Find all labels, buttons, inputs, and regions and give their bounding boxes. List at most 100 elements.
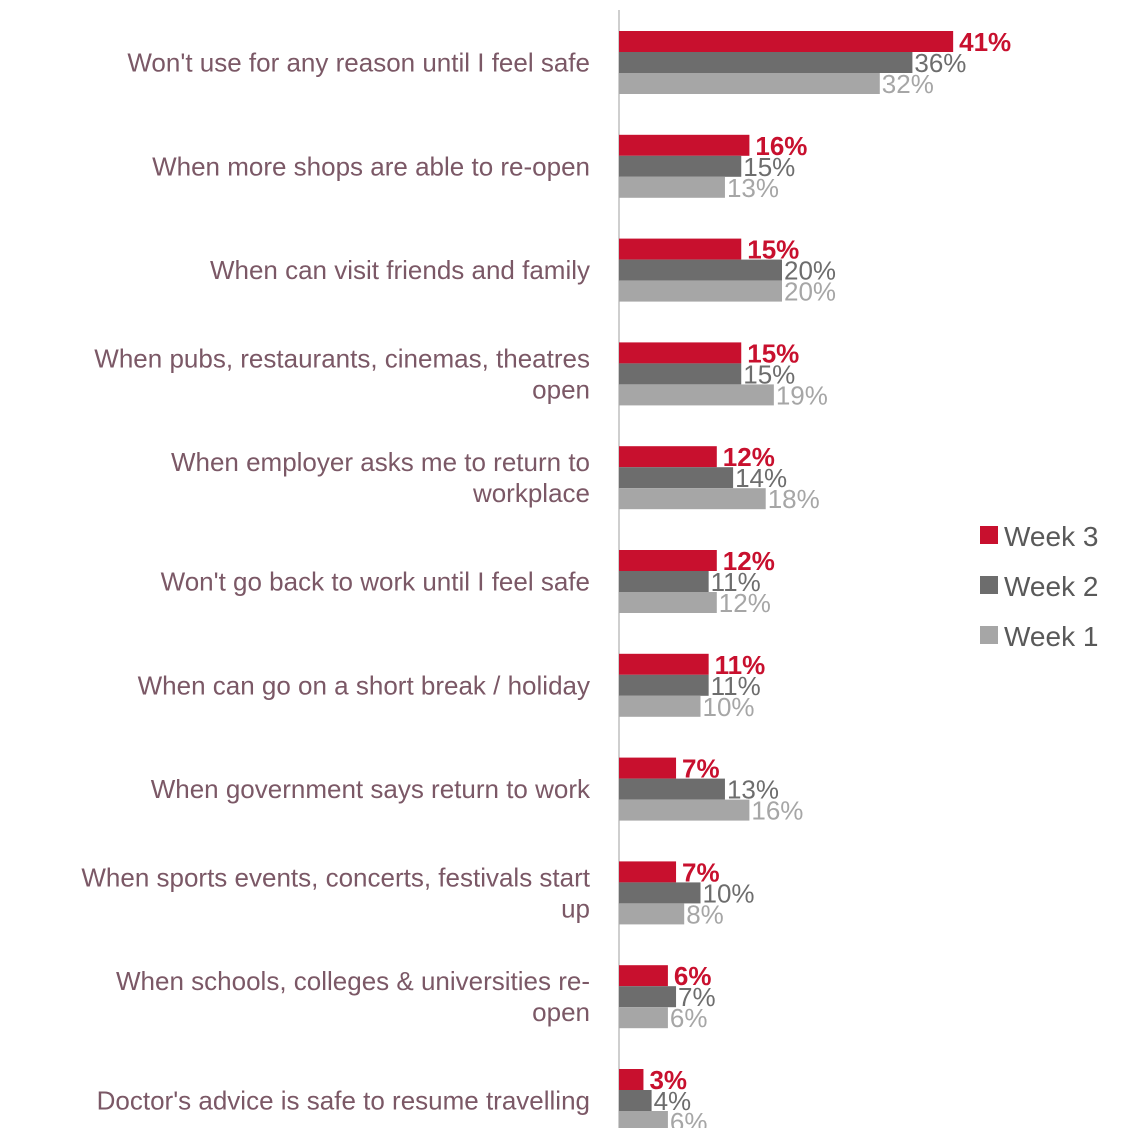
category-label-line: Won't use for any reason until I feel sa… bbox=[127, 48, 590, 78]
bar-week-1 bbox=[619, 903, 685, 925]
category-label-line: Won't go back to work until I feel safe bbox=[161, 567, 590, 597]
bar-week-3 bbox=[619, 550, 717, 571]
value-label: 13% bbox=[727, 173, 779, 203]
bar-week-1 bbox=[619, 384, 774, 406]
value-labels: 41%36%32%16%15%13%15%20%20%15%15%19%12%1… bbox=[649, 27, 1011, 1128]
category-label-line: workplace bbox=[472, 478, 590, 508]
value-label: 8% bbox=[686, 899, 724, 929]
bar-week-1 bbox=[619, 73, 880, 94]
legend-swatch bbox=[980, 626, 998, 644]
category-label: When can visit friends and family bbox=[210, 255, 590, 285]
bar-week-3 bbox=[619, 446, 717, 468]
category-label-line: When pubs, restaurants, cinemas, theatre… bbox=[94, 343, 590, 373]
bar-week-2 bbox=[619, 363, 742, 385]
value-label: 11% bbox=[711, 567, 761, 597]
category-label: When schools, colleges & universities re… bbox=[116, 966, 590, 1027]
category-label: Doctor's advice is safe to resume travel… bbox=[97, 1086, 590, 1116]
value-label: 6% bbox=[670, 1107, 708, 1128]
value-label: 32% bbox=[882, 69, 934, 99]
category-label-line: open bbox=[532, 997, 590, 1027]
value-label: 6% bbox=[674, 961, 712, 991]
bar-week-1 bbox=[619, 176, 725, 198]
bar-week-2 bbox=[619, 882, 701, 904]
value-label: 12% bbox=[723, 546, 775, 576]
bar-week-2 bbox=[619, 1090, 652, 1111]
bar-week-2 bbox=[619, 259, 782, 281]
bar-week-1 bbox=[619, 1007, 668, 1029]
category-label-line: When more shops are able to re-open bbox=[152, 151, 590, 181]
value-label: 12% bbox=[719, 588, 771, 618]
bar-week-3 bbox=[619, 653, 709, 675]
category-label-line: open bbox=[532, 374, 590, 404]
value-label: 13% bbox=[727, 775, 779, 805]
category-label: Won't use for any reason until I feel sa… bbox=[127, 48, 590, 78]
bar-week-1 bbox=[619, 799, 750, 821]
value-label: 18% bbox=[768, 484, 820, 514]
category-label: When pubs, restaurants, cinemas, theatre… bbox=[94, 343, 590, 404]
category-label-line: When employer asks me to return to bbox=[171, 447, 590, 477]
category-label-line: Doctor's advice is safe to resume travel… bbox=[97, 1086, 590, 1116]
value-label: 10% bbox=[703, 692, 755, 722]
category-label: When government says return to work bbox=[151, 774, 591, 804]
bar-week-3 bbox=[619, 861, 677, 883]
bar-week-3 bbox=[619, 31, 954, 52]
category-label: When more shops are able to re-open bbox=[152, 151, 590, 181]
bar-week-1 bbox=[619, 1111, 668, 1128]
value-label: 7% bbox=[678, 982, 716, 1012]
legend-label: Week 2 bbox=[1004, 571, 1098, 602]
legend-label: Week 1 bbox=[1004, 621, 1098, 652]
legend: Week 3 Week 2 Week 1 bbox=[980, 521, 1098, 652]
category-label-line: When government says return to work bbox=[151, 774, 591, 804]
category-label-line: When can visit friends and family bbox=[210, 255, 590, 285]
value-label: 36% bbox=[914, 48, 966, 78]
value-label: 15% bbox=[743, 152, 795, 182]
value-label: 4% bbox=[654, 1086, 692, 1116]
bar-week-3 bbox=[619, 757, 677, 779]
category-label: When sports events, concerts, festivals … bbox=[81, 862, 590, 923]
value-label: 19% bbox=[776, 380, 828, 410]
bar-week-2 bbox=[619, 52, 913, 73]
value-label: 15% bbox=[747, 235, 799, 265]
value-label: 41% bbox=[959, 27, 1011, 57]
category-label: When employer asks me to return to workpl… bbox=[171, 447, 590, 508]
value-label: 16% bbox=[755, 131, 807, 161]
value-label: 20% bbox=[784, 277, 836, 307]
category-label-line: When sports events, concerts, festivals … bbox=[81, 862, 590, 892]
bar-week-3 bbox=[619, 238, 742, 260]
value-label: 7% bbox=[682, 857, 720, 887]
category-label-line: up bbox=[561, 893, 590, 923]
legend-label: Week 3 bbox=[1004, 521, 1098, 552]
bar-week-2 bbox=[619, 571, 709, 592]
category-labels: Won't use for any reason until I feel sa… bbox=[81, 48, 591, 1116]
value-label: 11% bbox=[715, 650, 766, 680]
bar-week-3 bbox=[619, 134, 750, 156]
value-label: 20% bbox=[784, 256, 836, 286]
value-label: 10% bbox=[703, 878, 755, 908]
bar-week-2 bbox=[619, 986, 677, 1008]
bars bbox=[619, 31, 954, 1128]
value-label: 12% bbox=[723, 442, 775, 472]
bar-week-1 bbox=[619, 280, 782, 302]
bar-week-2 bbox=[619, 778, 725, 800]
value-label: 11% bbox=[711, 671, 761, 701]
value-label: 6% bbox=[670, 1003, 708, 1033]
category-label-line: When can go on a short break / holiday bbox=[138, 670, 590, 700]
bar-week-1 bbox=[619, 592, 717, 613]
category-label: When can go on a short break / holiday bbox=[138, 670, 590, 700]
value-label: 16% bbox=[751, 796, 803, 826]
bar-week-1 bbox=[619, 488, 766, 510]
bar-week-1 bbox=[619, 695, 701, 717]
bar-week-3 bbox=[619, 342, 742, 364]
legend-swatch bbox=[980, 576, 998, 594]
value-label: 14% bbox=[735, 463, 787, 493]
legend-swatch bbox=[980, 526, 998, 544]
category-label-line: When schools, colleges & universities re… bbox=[116, 966, 590, 996]
bar-week-3 bbox=[619, 965, 668, 987]
value-label: 3% bbox=[649, 1065, 687, 1095]
bar-week-2 bbox=[619, 155, 742, 177]
bar-week-2 bbox=[619, 467, 734, 489]
value-label: 15% bbox=[743, 359, 795, 389]
value-label: 15% bbox=[747, 338, 799, 368]
bar-week-3 bbox=[619, 1069, 644, 1090]
